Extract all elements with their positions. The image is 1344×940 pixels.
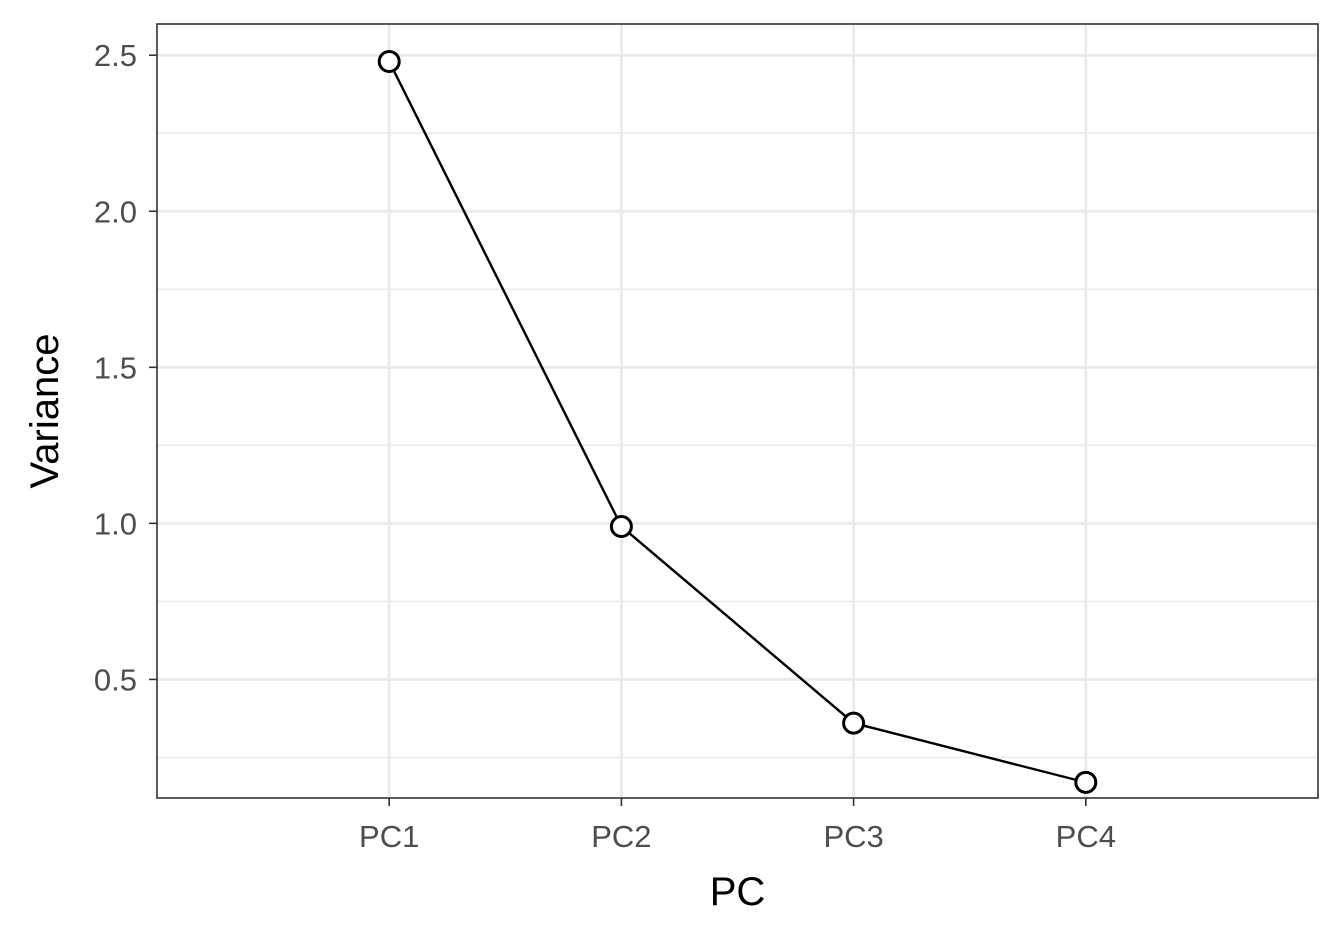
data-point-pc3 — [842, 711, 866, 735]
y-tick-label: 2.5 — [94, 38, 137, 73]
y-tick-label: 0.5 — [94, 662, 137, 697]
x-tick-label-pc2: PC2 — [591, 819, 651, 854]
x-tick-label-pc4: PC4 — [1056, 819, 1116, 854]
x-tick-label-pc1: PC1 — [359, 819, 419, 854]
axis-ticks: 0.5 1.0 1.5 2.0 2.5 PC1 PC2 PC3 PC4 — [94, 38, 1116, 854]
data-point-pc1 — [377, 49, 401, 73]
y-axis-title: Variance — [23, 334, 67, 489]
y-tick-label: 1.5 — [94, 350, 137, 385]
y-tick-label: 1.0 — [94, 506, 137, 541]
variance-line — [388, 60, 1087, 784]
data-point-pc2 — [609, 514, 633, 538]
x-axis-title: PC — [710, 870, 766, 914]
x-tick-label-pc3: PC3 — [823, 819, 883, 854]
series — [377, 49, 1098, 794]
plot-panel-border — [156, 23, 1319, 799]
y-tick-label: 2.0 — [94, 194, 137, 229]
grid — [157, 24, 1318, 798]
data-point-pc4 — [1074, 770, 1098, 794]
